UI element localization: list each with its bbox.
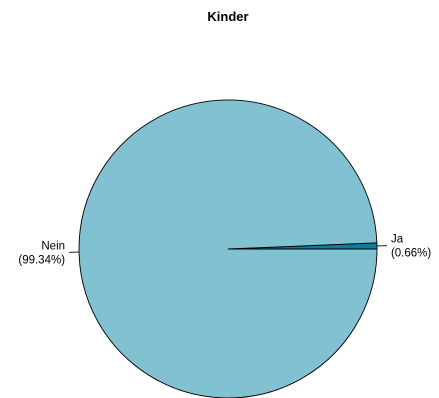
pie-slice-nein (78, 99, 378, 398)
slice-percent-nein: (99.34%) (18, 254, 65, 266)
chart-title: Kinder (207, 9, 248, 24)
slice-label-nein: Nein (41, 240, 65, 252)
slice-percent-ja: (0.66%) (391, 248, 431, 260)
slice-label-ja: Ja (391, 234, 404, 246)
slice-labels: Ja (0.66%) Nein (99.34%) (18, 234, 431, 267)
label-leaders (69, 245, 387, 253)
pie-slices (78, 99, 378, 398)
